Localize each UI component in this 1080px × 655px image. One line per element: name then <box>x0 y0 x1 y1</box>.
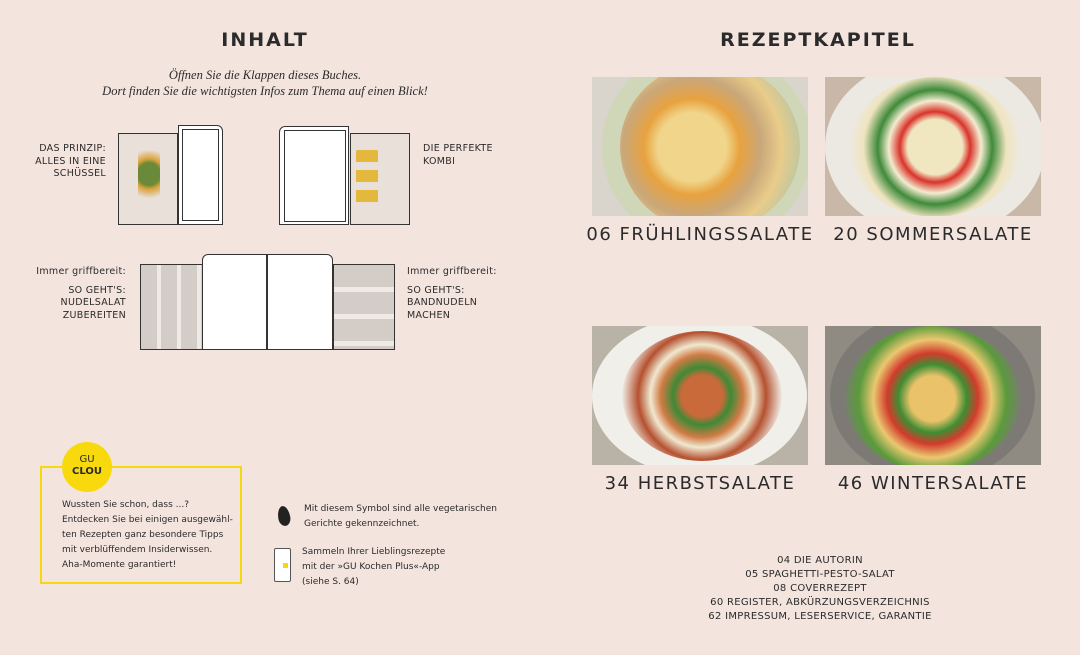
chapter-herbstsalate[interactable]: 34 HERBSTSALATE <box>604 473 796 494</box>
flap-label-bandnudeln: Immer griffbereit: SO GEHT'S: BANDNUDELN M… <box>407 266 497 321</box>
toc-item[interactable]: 04 DIE AUTORIN <box>777 555 863 566</box>
right-title: REZEPTKAPITEL <box>720 29 916 51</box>
flap-label-prinzip: DAS PRINZIP: ALLES IN EINE SCHÜSSEL <box>35 143 106 179</box>
app-phone-icon <box>274 548 291 582</box>
toc-item[interactable]: 60 REGISTER, ABKÜRZUNGSVERZEICHNIS <box>710 597 930 608</box>
toc-list: 04 DIE AUTORIN 05 SPAGHETTI-PESTO-SALAT … <box>640 554 1000 624</box>
toc-item[interactable]: 08 COVERREZEPT <box>773 583 867 594</box>
chapter-photo-fruehling[interactable] <box>592 77 808 216</box>
vegetarian-leaf-icon <box>276 505 292 527</box>
chapter-sommersalate[interactable]: 20 SOMMERSALATE <box>833 224 1033 245</box>
flap-label-nudelsalat: Immer griffbereit: SO GEHT'S: NUDELSALAT Z… <box>36 266 126 321</box>
chapter-photo-sommer[interactable] <box>825 77 1041 216</box>
toc-item[interactable]: 62 IMPRESSUM, LESERSERVICE, GARANTIE <box>708 611 932 622</box>
chapter-wintersalate[interactable]: 46 WINTERSALATE <box>837 473 1029 494</box>
toc-item[interactable]: 05 SPAGHETTI-PESTO-SALAT <box>745 569 895 580</box>
left-title: INHALT <box>221 29 309 51</box>
chapter-photo-herbst[interactable] <box>592 326 808 465</box>
app-note: Sammeln Ihrer Lieblingsrezepte mit der »G… <box>302 547 446 587</box>
gu-clou-badge: GU CLOU <box>62 442 112 492</box>
vegetarian-note: Mit diesem Symbol sind alle vegetarische… <box>304 504 497 529</box>
flap-label-kombi: DIE PERFEKTE KOMBI <box>423 143 493 167</box>
chapter-photo-winter[interactable] <box>825 326 1041 465</box>
intro-text: Öffnen Sie die Klappen dieses Buches. Do… <box>102 68 428 98</box>
gu-clou-box: Wussten Sie schon, dass ...? Entdecken Si… <box>40 466 242 584</box>
chapter-fruehlingssalate[interactable]: 06 FRÜHLINGSSALATE <box>586 224 814 245</box>
